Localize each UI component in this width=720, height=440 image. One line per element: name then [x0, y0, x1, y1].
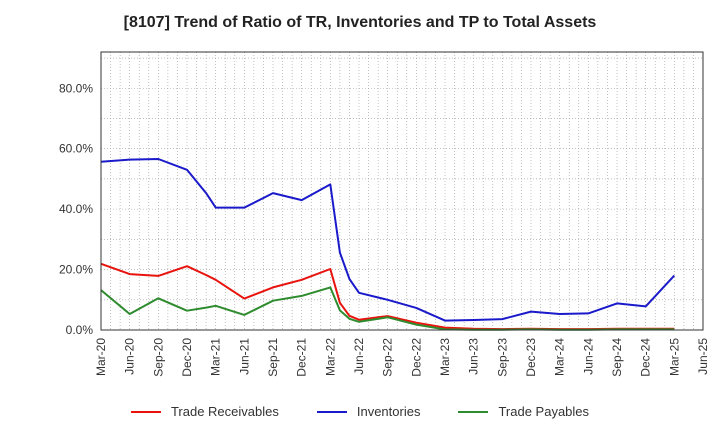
legend-swatch-inventories	[316, 410, 347, 413]
y-tick-label: 20.0%	[59, 263, 93, 277]
x-tick-label: Jun-23	[467, 338, 481, 375]
plot-area	[100, 51, 704, 331]
legend-label-trade-payables: Trade Payables	[498, 404, 590, 419]
x-tick-label: Mar-23	[438, 338, 452, 376]
legend-item-trade-payables: Trade Payables	[458, 404, 589, 419]
legend-label-trade-receivables: Trade Receivables	[170, 404, 279, 419]
x-tick-label: Jun-22	[352, 338, 366, 375]
legend-item-inventories: Inventories	[316, 404, 421, 419]
x-tick-label: Mar-20	[94, 338, 108, 376]
x-tick-label: Sep-24	[610, 338, 624, 377]
x-tick-label: Dec-22	[409, 338, 423, 377]
x-tick-label: Jun-24	[581, 338, 595, 375]
x-tick-label: Jun-25	[696, 338, 710, 375]
x-tick-label: Mar-25	[667, 338, 681, 376]
legend-item-trade-receivables: Trade Receivables	[130, 404, 279, 419]
x-tick-label: Sep-21	[266, 338, 280, 377]
x-tick-label: Dec-20	[180, 338, 194, 377]
x-tick-label: Mar-21	[209, 338, 223, 376]
x-tick-label: Mar-24	[553, 338, 567, 376]
x-tick-label: Sep-23	[495, 338, 509, 377]
x-tick-label: Sep-20	[151, 338, 165, 377]
y-tick-label: 0.0%	[66, 323, 94, 337]
x-tick-label: Jun-21	[237, 338, 251, 375]
y-tick-label: 40.0%	[59, 202, 93, 216]
x-tick-label: Dec-23	[524, 338, 538, 377]
x-tick-label: Jun-20	[123, 338, 137, 375]
chart-legend: Trade Receivables Inventories Trade Paya…	[0, 404, 720, 419]
legend-label-inventories: Inventories	[356, 404, 421, 419]
chart-title: [8107] Trend of Ratio of TR, Inventories…	[123, 14, 597, 31]
y-tick-label: 80.0%	[59, 81, 93, 95]
legend-swatch-trade-payables	[458, 410, 489, 413]
x-tick-label: Dec-21	[295, 338, 309, 377]
series-line-inventories	[100, 158, 676, 322]
plot-border	[100, 51, 704, 331]
legend-swatch-trade-receivables	[130, 410, 161, 413]
x-tick-label: Dec-24	[639, 338, 653, 377]
x-tick-label: Mar-22	[323, 338, 337, 376]
y-tick-label: 60.0%	[59, 142, 93, 156]
x-tick-label: Sep-22	[381, 338, 395, 377]
